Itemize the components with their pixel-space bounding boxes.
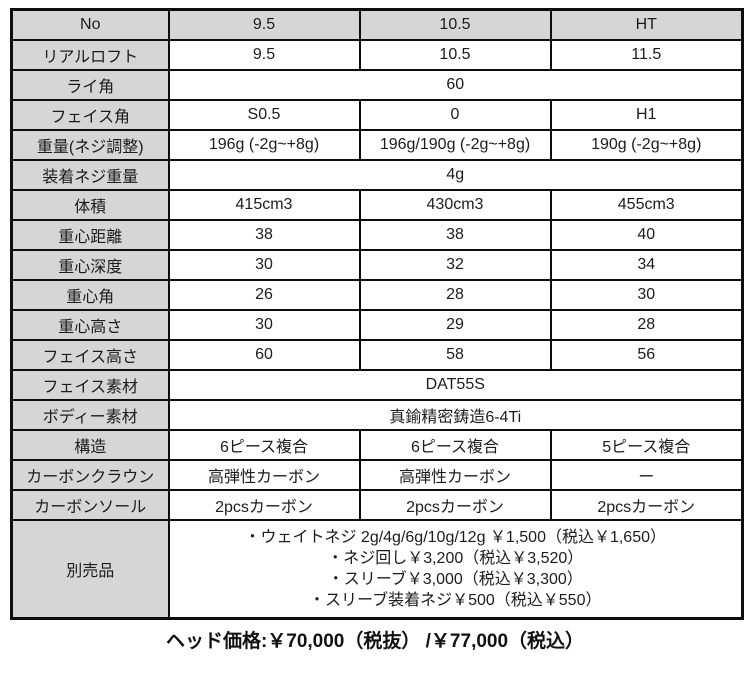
value-cell-2: 34	[549, 248, 744, 281]
value-cell-2: 11.5	[549, 38, 744, 71]
table-row: 重心深度 30 32 34	[10, 248, 744, 281]
spec-table-head: No 9.5 10.5 HT	[10, 8, 744, 41]
spec-table: No 9.5 10.5 HT リアルロフト 9.5 10.5 11.5 ライ角 60 フェイス角 S…	[10, 8, 744, 620]
table-row: ライ角 60	[10, 68, 744, 101]
merged-value-cell: 真鍮精密鋳造6-4Ti	[167, 398, 744, 431]
value-cell-0: 高弾性カーボン	[167, 458, 361, 491]
header-row: No 9.5 10.5 HT	[10, 8, 744, 41]
value-cell-2: H1	[549, 98, 744, 131]
table-row: 重心距離 38 38 40	[10, 218, 744, 251]
row-label: 重心高さ	[10, 308, 170, 341]
value-cell-0: 196g (-2g~+8g)	[167, 128, 361, 161]
row-label: 別売品	[10, 518, 170, 620]
table-row: 別売品 ・ウェイトネジ 2g/4g/6g/10g/12g ￥1,500（税込￥1,…	[10, 518, 744, 620]
merged-value-cell: DAT55S	[167, 368, 744, 401]
value-cell-0: 30	[167, 248, 361, 281]
accessory-line: ・ネジ回し￥3,200（税込￥3,520）	[327, 549, 584, 567]
value-cell-2: 190g (-2g~+8g)	[549, 128, 744, 161]
value-cell-1: 430cm3	[358, 188, 552, 221]
row-label: フェイス素材	[10, 368, 170, 401]
value-cell-2: 56	[549, 338, 744, 371]
column-header-no: No	[10, 8, 170, 41]
row-label: カーボンクラウン	[10, 458, 170, 491]
column-header-2: 10.5	[358, 8, 552, 41]
row-label: リアルロフト	[10, 38, 170, 71]
row-label: ボディー素材	[10, 398, 170, 431]
accessory-line: ・スリーブ装着ネジ￥500（税込￥550）	[309, 591, 602, 609]
value-cell-0: 6ピース複合	[167, 428, 361, 461]
table-row: フェイス角 S0.5 0 H1	[10, 98, 744, 131]
value-cell-2: 2pcsカーボン	[549, 488, 744, 521]
accessory-line: ・スリーブ￥3,000（税込￥3,300）	[327, 570, 583, 588]
table-row: 重量(ネジ調整) 196g (-2g~+8g) 196g/190g (-2g~+8g…	[10, 128, 744, 161]
row-label: 重心距離	[10, 218, 170, 251]
column-header-3: HT	[549, 8, 744, 41]
accessories-cell: ・ウェイトネジ 2g/4g/6g/10g/12g ￥1,500（税込￥1,650…	[167, 518, 744, 620]
value-cell-1: 0	[358, 98, 552, 131]
table-row: 重心角 26 28 30	[10, 278, 744, 311]
value-cell-1: 196g/190g (-2g~+8g)	[358, 128, 552, 161]
row-label: 構造	[10, 428, 170, 461]
value-cell-0: 60	[167, 338, 361, 371]
table-row: 装着ネジ重量 4g	[10, 158, 744, 191]
table-row: 体積 415cm3 430cm3 455cm3	[10, 188, 744, 221]
value-cell-0: 26	[167, 278, 361, 311]
value-cell-1: 6ピース複合	[358, 428, 552, 461]
value-cell-1: 38	[358, 218, 552, 251]
head-price-text: ヘッド価格:￥70,000（税抜） /￥77,000（税込）	[165, 631, 585, 652]
value-cell-1: 29	[358, 308, 552, 341]
value-cell-1: 58	[358, 338, 552, 371]
table-row: カーボンクラウン 高弾性カーボン 高弾性カーボンー	[10, 458, 744, 491]
table-row: 重心高さ 30 29 28	[10, 308, 744, 341]
row-label: 装着ネジ重量	[10, 158, 170, 191]
value-cell-0: 38	[167, 218, 361, 251]
table-row: ボディー素材 真鍮精密鋳造6-4Ti	[10, 398, 744, 431]
spec-table-body: リアルロフト 9.5 10.5 11.5 ライ角 60 フェイス角 S0.5 0 H1 重量(ネジ調…	[10, 38, 744, 620]
table-row: カーボンソール 2pcsカーボン 2pcsカーボン 2pcsカーボン	[10, 488, 744, 521]
row-label: 重心深度	[10, 248, 170, 281]
value-cell-2: ー	[549, 458, 744, 491]
value-cell-1: 2pcsカーボン	[358, 488, 552, 521]
column-header-1: 9.5	[167, 8, 361, 41]
table-row: フェイス高さ 60 58 56	[10, 338, 744, 371]
value-cell-0: 9.5	[167, 38, 361, 71]
table-row: フェイス素材 DAT55S	[10, 368, 744, 401]
value-cell-1: 高弾性カーボン	[358, 458, 552, 491]
table-row: リアルロフト 9.5 10.5 11.5	[10, 38, 744, 71]
merged-value-cell: 4g	[167, 158, 744, 191]
value-cell-2: 5ピース複合	[549, 428, 744, 461]
value-cell-0: S0.5	[167, 98, 361, 131]
row-label: 重量(ネジ調整)	[10, 128, 170, 161]
row-label: 体積	[10, 188, 170, 221]
value-cell-2: 28	[549, 308, 744, 341]
value-cell-0: 415cm3	[167, 188, 361, 221]
value-cell-0: 2pcsカーボン	[167, 488, 361, 521]
row-label: フェイス高さ	[10, 338, 170, 371]
accessory-line: ・ウェイトネジ 2g/4g/6g/10g/12g ￥1,500（税込￥1,650…	[244, 528, 667, 546]
merged-value-cell: 60	[167, 68, 744, 101]
row-label: ライ角	[10, 68, 170, 101]
value-cell-2: 40	[549, 218, 744, 251]
value-cell-2: 455cm3	[549, 188, 744, 221]
value-cell-1: 10.5	[358, 38, 552, 71]
value-cell-2: 30	[549, 278, 744, 311]
row-label: 重心角	[10, 278, 170, 311]
value-cell-0: 30	[167, 308, 361, 341]
value-cell-1: 32	[358, 248, 552, 281]
table-row: 構造 6ピース複合 6ピース複合 5ピース複合	[10, 428, 744, 461]
value-cell-1: 28	[358, 278, 552, 311]
row-label: カーボンソール	[10, 488, 170, 521]
row-label: フェイス角	[10, 98, 170, 131]
